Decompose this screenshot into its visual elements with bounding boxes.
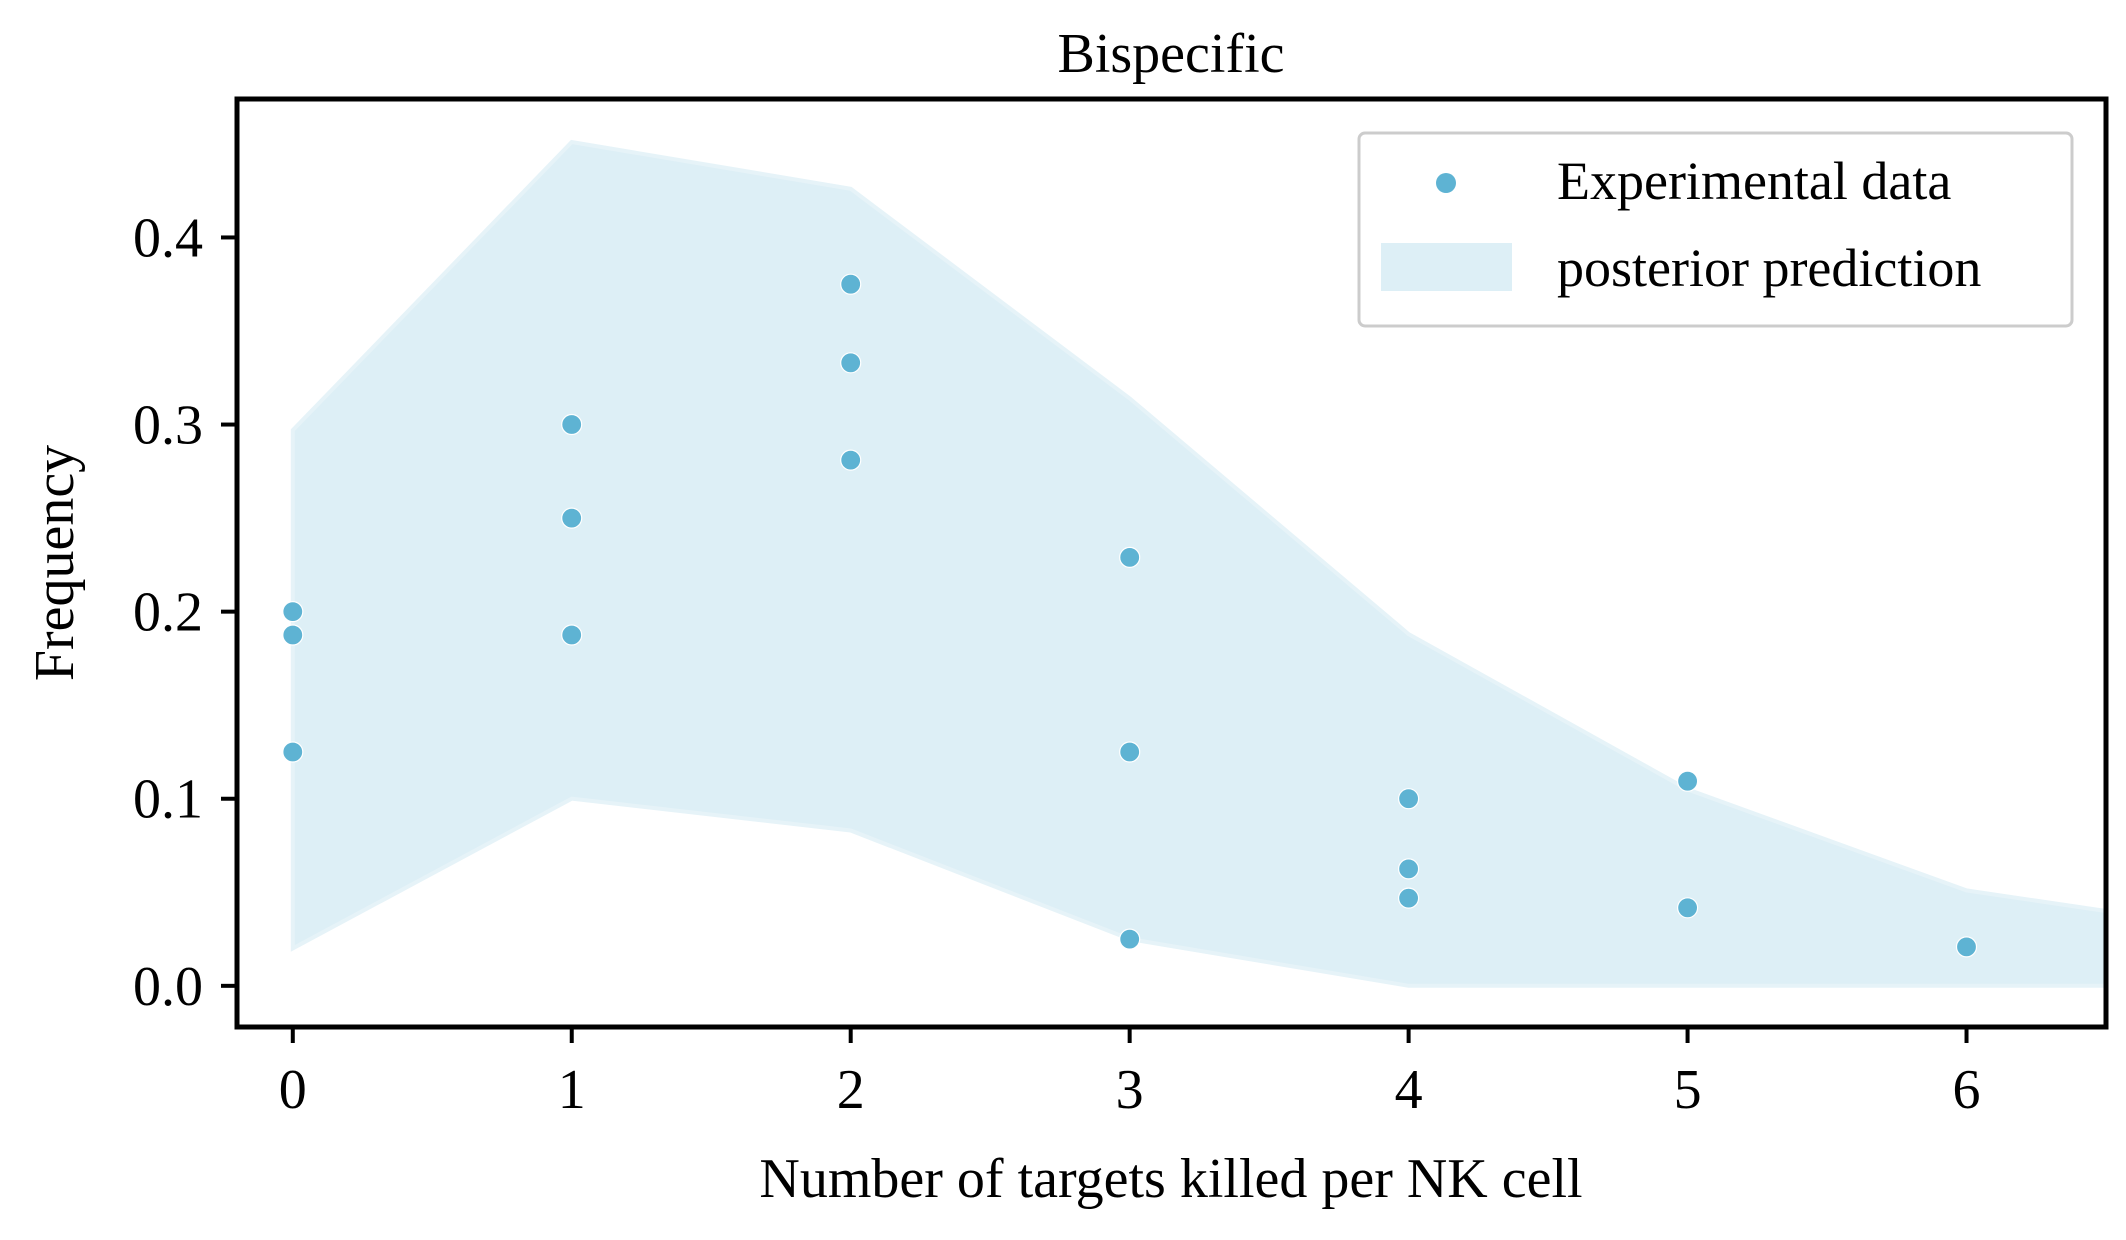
x-tick-label: 3 [1116, 1059, 1144, 1121]
x-tick-label: 0 [279, 1059, 307, 1121]
legend-label-experimental: Experimental data [1557, 151, 1951, 211]
y-ticks: 0.0 0.1 0.2 0.3 0.4 [133, 207, 237, 1018]
data-point [561, 507, 583, 529]
y-axis-label: Frequency [24, 445, 86, 681]
x-tick-label: 1 [558, 1059, 586, 1121]
legend-marker-experimental [1436, 173, 1456, 193]
data-point [1119, 928, 1141, 950]
plot-frame [234, 96, 2109, 1030]
legend-box [1357, 131, 2074, 328]
legend-label-posterior: posterior prediction [1557, 238, 1981, 298]
data-point [840, 273, 862, 295]
data-point [1676, 770, 1699, 792]
data-point [561, 624, 583, 646]
data-point [840, 352, 862, 374]
points-layer [282, 273, 1978, 958]
data-point [1119, 546, 1141, 569]
data-point [561, 413, 583, 436]
data-point [1676, 897, 1699, 919]
y-tick-label: 0.1 [133, 769, 203, 831]
x-axis-label: Number of targets killed per NK cell [759, 1148, 1582, 1210]
data-point [840, 449, 862, 471]
data-point [282, 741, 304, 763]
data-point [1397, 858, 1420, 880]
x-tick-label: 4 [1395, 1059, 1423, 1121]
chart-title: Bispecific [1057, 23, 1284, 85]
data-point [1397, 887, 1420, 909]
legend: Experimental data posterior prediction [1357, 131, 2074, 328]
data-point [282, 624, 304, 646]
legend-patch-posterior [1381, 243, 1512, 291]
y-tick-label: 0.4 [133, 207, 203, 269]
x-tick-label: 6 [1953, 1059, 1981, 1121]
x-ticks: 0 1 2 3 4 5 6 [279, 1027, 1981, 1121]
y-tick-label: 0.3 [133, 395, 203, 457]
x-tick-label: 5 [1674, 1059, 1702, 1121]
data-point [282, 600, 304, 623]
data-point [1119, 741, 1141, 763]
data-point [1955, 936, 1978, 958]
y-tick-label: 0.2 [133, 582, 203, 644]
data-point [1397, 788, 1420, 810]
x-tick-label: 2 [837, 1059, 865, 1121]
y-tick-label: 0.0 [133, 956, 203, 1018]
